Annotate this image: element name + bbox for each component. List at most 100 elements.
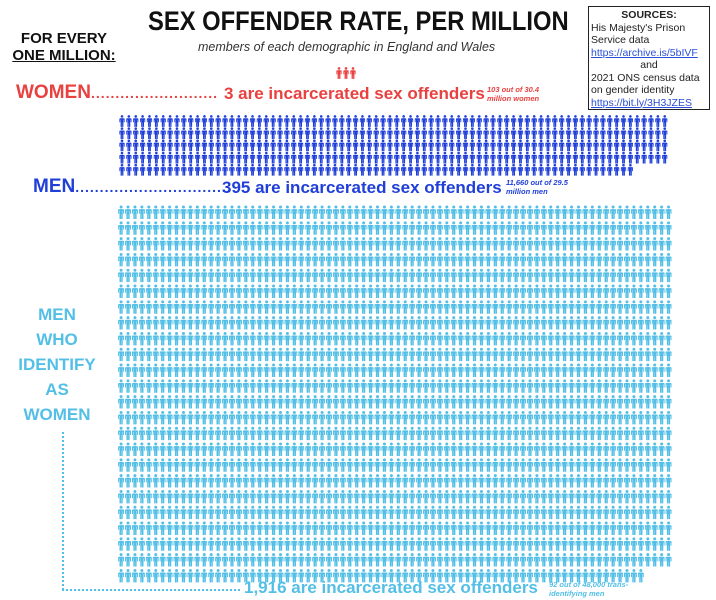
person-icon bbox=[630, 331, 637, 346]
person-icon bbox=[596, 363, 603, 377]
person-icon bbox=[138, 537, 145, 551]
person-icon bbox=[346, 426, 353, 441]
person-icon bbox=[235, 442, 242, 456]
person-icon bbox=[222, 553, 229, 567]
person-icon bbox=[644, 474, 651, 488]
person-icon bbox=[270, 163, 276, 176]
person-icon bbox=[464, 426, 471, 441]
person-icon bbox=[166, 331, 173, 346]
person-icon bbox=[388, 347, 395, 362]
person-icon bbox=[572, 115, 579, 127]
person-icon bbox=[256, 205, 263, 219]
person-icon bbox=[478, 537, 485, 551]
person-icon bbox=[395, 458, 402, 472]
person-icon bbox=[118, 553, 125, 567]
for-every-line2: ONE MILLION: bbox=[12, 47, 116, 64]
person-icon bbox=[180, 252, 187, 267]
person-icon bbox=[242, 268, 249, 283]
person-icon bbox=[644, 395, 651, 409]
person-icon bbox=[485, 284, 492, 298]
person-icon bbox=[504, 115, 510, 127]
person-icon bbox=[552, 163, 558, 176]
person-icon bbox=[229, 139, 235, 152]
person-icon bbox=[173, 505, 180, 520]
person-icon bbox=[589, 237, 596, 251]
person-icon bbox=[152, 458, 159, 472]
person-icon bbox=[208, 205, 215, 219]
person-icon bbox=[416, 284, 423, 298]
person-icon bbox=[644, 379, 651, 393]
person-icon bbox=[540, 521, 547, 535]
person-icon bbox=[166, 268, 173, 283]
person-icon bbox=[450, 442, 457, 456]
person-icon bbox=[194, 127, 201, 140]
person-icon bbox=[359, 115, 366, 127]
person-icon bbox=[194, 163, 201, 176]
person-icon bbox=[547, 458, 554, 472]
person-icon bbox=[589, 521, 596, 535]
person-icon bbox=[436, 395, 443, 409]
person-icon bbox=[304, 127, 311, 140]
person-icon bbox=[263, 151, 269, 164]
person-icon bbox=[222, 347, 229, 362]
person-icon bbox=[596, 410, 603, 425]
person-icon bbox=[304, 139, 311, 152]
person-icon bbox=[138, 268, 145, 283]
person-icon bbox=[538, 139, 544, 152]
person-icon bbox=[277, 442, 284, 456]
person-icon bbox=[173, 237, 180, 251]
source-link-1[interactable]: https://archive.is/5bIVF bbox=[591, 46, 698, 59]
person-icon bbox=[533, 363, 540, 377]
person-icon bbox=[381, 347, 388, 362]
person-icon bbox=[180, 268, 187, 283]
person-icon bbox=[388, 205, 395, 219]
person-icon bbox=[665, 553, 672, 567]
person-icon bbox=[298, 553, 305, 567]
person-icon bbox=[152, 489, 159, 504]
person-icon bbox=[540, 363, 547, 377]
person-icon bbox=[614, 151, 620, 164]
person-icon bbox=[336, 67, 342, 79]
person-icon bbox=[464, 221, 471, 235]
person-icon bbox=[471, 410, 478, 425]
person-icon bbox=[277, 347, 284, 362]
person-icon bbox=[492, 489, 499, 504]
person-icon bbox=[367, 458, 374, 472]
person-icon bbox=[547, 331, 554, 346]
person-icon bbox=[187, 568, 194, 583]
person-icon bbox=[443, 347, 450, 362]
person-icon bbox=[263, 505, 270, 520]
person-icon bbox=[582, 237, 589, 251]
person-icon bbox=[277, 458, 284, 472]
person-icon bbox=[118, 379, 125, 393]
person-icon bbox=[627, 151, 633, 164]
person-icon bbox=[332, 474, 339, 488]
person-icon bbox=[326, 300, 332, 314]
person-icon bbox=[346, 115, 352, 127]
person-icon bbox=[388, 442, 395, 456]
person-icon bbox=[325, 151, 331, 164]
person-icon bbox=[540, 237, 547, 251]
person-icon bbox=[201, 458, 208, 472]
person-icon bbox=[520, 300, 527, 314]
person-icon bbox=[630, 237, 637, 251]
person-icon bbox=[506, 489, 513, 504]
person-icon bbox=[208, 163, 214, 176]
person-icon bbox=[395, 395, 402, 409]
person-icon bbox=[651, 410, 658, 425]
person-icon bbox=[624, 363, 630, 377]
person-icon bbox=[464, 268, 471, 283]
person-icon bbox=[180, 284, 187, 298]
person-icon bbox=[249, 505, 256, 520]
person-icon bbox=[402, 268, 409, 283]
person-icon bbox=[464, 284, 471, 298]
person-icon bbox=[478, 331, 485, 346]
person-icon bbox=[388, 300, 395, 314]
person-icon bbox=[387, 151, 393, 164]
person-icon bbox=[617, 205, 624, 219]
person-icon bbox=[153, 127, 159, 140]
source-link-2[interactable]: https://bit.ly/3H3JZES bbox=[591, 96, 692, 109]
person-icon bbox=[159, 410, 166, 425]
person-icon bbox=[222, 221, 229, 235]
person-icon bbox=[242, 331, 249, 346]
